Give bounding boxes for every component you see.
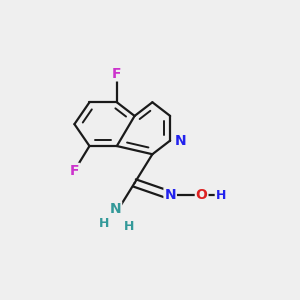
Text: F: F	[112, 67, 122, 80]
Text: H: H	[99, 218, 110, 230]
Text: F: F	[70, 164, 79, 178]
Text: H: H	[124, 220, 134, 233]
Text: N: N	[110, 202, 121, 216]
Text: O: O	[196, 188, 208, 202]
Text: N: N	[164, 188, 176, 202]
Text: N: N	[174, 134, 186, 148]
Text: H: H	[216, 189, 226, 202]
